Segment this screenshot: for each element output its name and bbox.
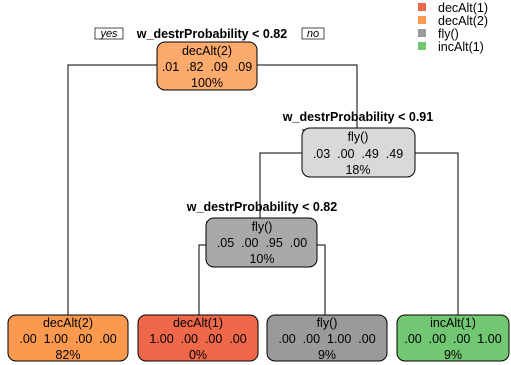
legend-label-1: decAlt(1) <box>438 1 488 15</box>
edge-n3-leaf3 <box>317 244 326 315</box>
node-n2: fly() .03 .00 .49 .49 18% <box>301 127 416 178</box>
node-leaf3: fly() .00 .00 1.00 .00 9% <box>266 314 388 362</box>
node-leaf3-class: fly() <box>317 316 338 330</box>
legend-swatch-3 <box>418 29 426 37</box>
node-leaf4: incAlt(1) .00 .00 .00 1.00 9% <box>396 314 510 362</box>
node-leaf2: decAlt(1) 1.00 .00 .00 .00 0% <box>137 314 259 362</box>
edge-root-leaf1 <box>67 64 157 315</box>
legend-label-2: decAlt(2) <box>438 14 488 28</box>
node-root-pct: 100% <box>191 76 223 90</box>
node-leaf1-box <box>7 314 129 362</box>
node-n2-box <box>301 127 416 178</box>
node-n2-probs: .03 .00 .49 .49 <box>313 147 403 161</box>
node-n3: fly() .05 .00 .95 .00 10% <box>205 217 318 268</box>
node-leaf4-pct: 9% <box>444 348 462 362</box>
node-n2-pct: 18% <box>345 163 370 177</box>
edge-n3-leaf2 <box>198 244 206 315</box>
node-leaf3-pct: 9% <box>318 348 336 362</box>
node-root-class: decAlt(2) <box>182 44 232 58</box>
yes-label: yes <box>99 28 118 40</box>
node-root: decAlt(2) .01 .82 .09 .09 100% <box>156 41 258 91</box>
yes-box <box>94 27 124 40</box>
node-leaf4-box <box>396 314 510 362</box>
node-leaf1-pct: 82% <box>55 348 80 362</box>
node-leaf1-class: decAlt(2) <box>43 316 93 330</box>
legend-label-3: fly() <box>438 27 459 41</box>
split-label-root: w_destrProbability < 0.82 <box>136 27 287 41</box>
edge-n2-leaf4 <box>415 152 459 315</box>
no-label: no <box>307 28 319 40</box>
node-leaf2-box <box>137 314 259 362</box>
tree-edges <box>67 64 459 315</box>
node-leaf2-probs: 1.00 .00 .00 .00 <box>149 332 246 346</box>
legend-label-4: incAlt(1) <box>438 40 484 54</box>
node-n3-probs: .05 .00 .95 .00 <box>217 236 307 250</box>
legend-swatch-2 <box>418 16 426 24</box>
node-n3-pct: 10% <box>249 252 274 266</box>
node-n3-class: fly() <box>252 220 273 234</box>
node-n3-box <box>205 217 318 268</box>
root-split: yes w_destrProbability < 0.82 no <box>94 27 325 41</box>
node-root-probs: .01 .82 .09 .09 <box>162 60 252 74</box>
legend: decAlt(1) decAlt(2) fly() incAlt(1) <box>418 1 488 54</box>
node-leaf4-class: incAlt(1) <box>430 316 476 330</box>
node-leaf1-probs: .00 1.00 .00 .00 <box>19 332 116 346</box>
node-leaf2-pct: 0% <box>189 348 207 362</box>
node-leaf1: decAlt(2) .00 1.00 .00 .00 82% <box>7 314 129 362</box>
node-root-box <box>156 41 258 91</box>
node-leaf3-box <box>266 314 388 362</box>
no-box <box>301 27 325 40</box>
node-n2-class: fly() <box>348 130 369 144</box>
node-leaf3-probs: .00 .00 1.00 .00 <box>278 332 375 346</box>
split-label-n3: w_destrProbability < 0.82 <box>186 200 337 214</box>
node-leaf2-class: decAlt(1) <box>173 316 223 330</box>
node-leaf4-probs: .00 .00 .00 1.00 <box>404 332 501 346</box>
split-label-n2: w_destrProbability < 0.91 <box>282 110 433 124</box>
legend-swatch-1 <box>418 3 426 11</box>
legend-swatch-4 <box>418 42 426 50</box>
